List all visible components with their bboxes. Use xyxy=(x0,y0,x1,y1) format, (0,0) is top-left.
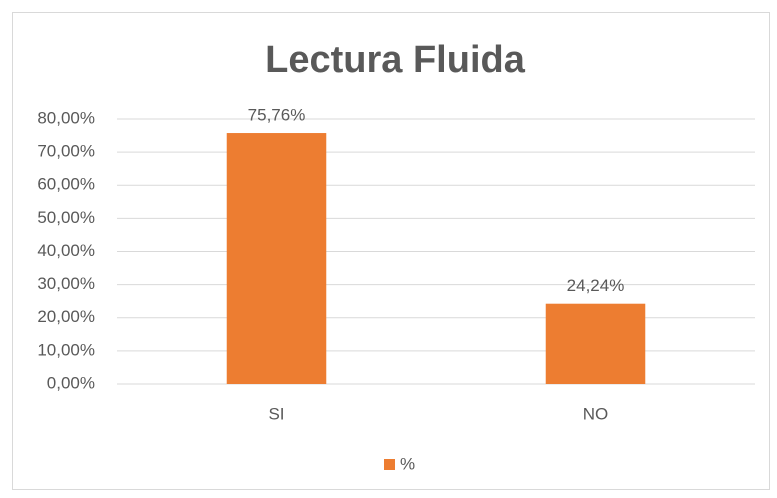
x-tick-label: SI xyxy=(268,404,284,423)
y-tick-label: 70,00% xyxy=(37,142,95,161)
bar xyxy=(226,133,327,384)
y-tick-label: 40,00% xyxy=(37,241,95,260)
x-tick-label: NO xyxy=(583,404,609,423)
data-label: 24,24% xyxy=(567,276,625,295)
y-tick-label: 0,00% xyxy=(47,373,95,392)
y-tick-label: 10,00% xyxy=(37,340,95,359)
y-tick-label: 20,00% xyxy=(37,307,95,326)
chart-title: Lectura Fluida xyxy=(265,39,526,81)
data-label: 75,76% xyxy=(248,106,306,125)
legend-label: % xyxy=(400,454,415,473)
legend-swatch xyxy=(384,459,395,470)
y-tick-label: 60,00% xyxy=(37,175,95,194)
y-tick-label: 80,00% xyxy=(37,108,95,127)
y-tick-label: 30,00% xyxy=(37,274,95,293)
bar xyxy=(545,303,646,384)
y-tick-label: 50,00% xyxy=(37,208,95,227)
